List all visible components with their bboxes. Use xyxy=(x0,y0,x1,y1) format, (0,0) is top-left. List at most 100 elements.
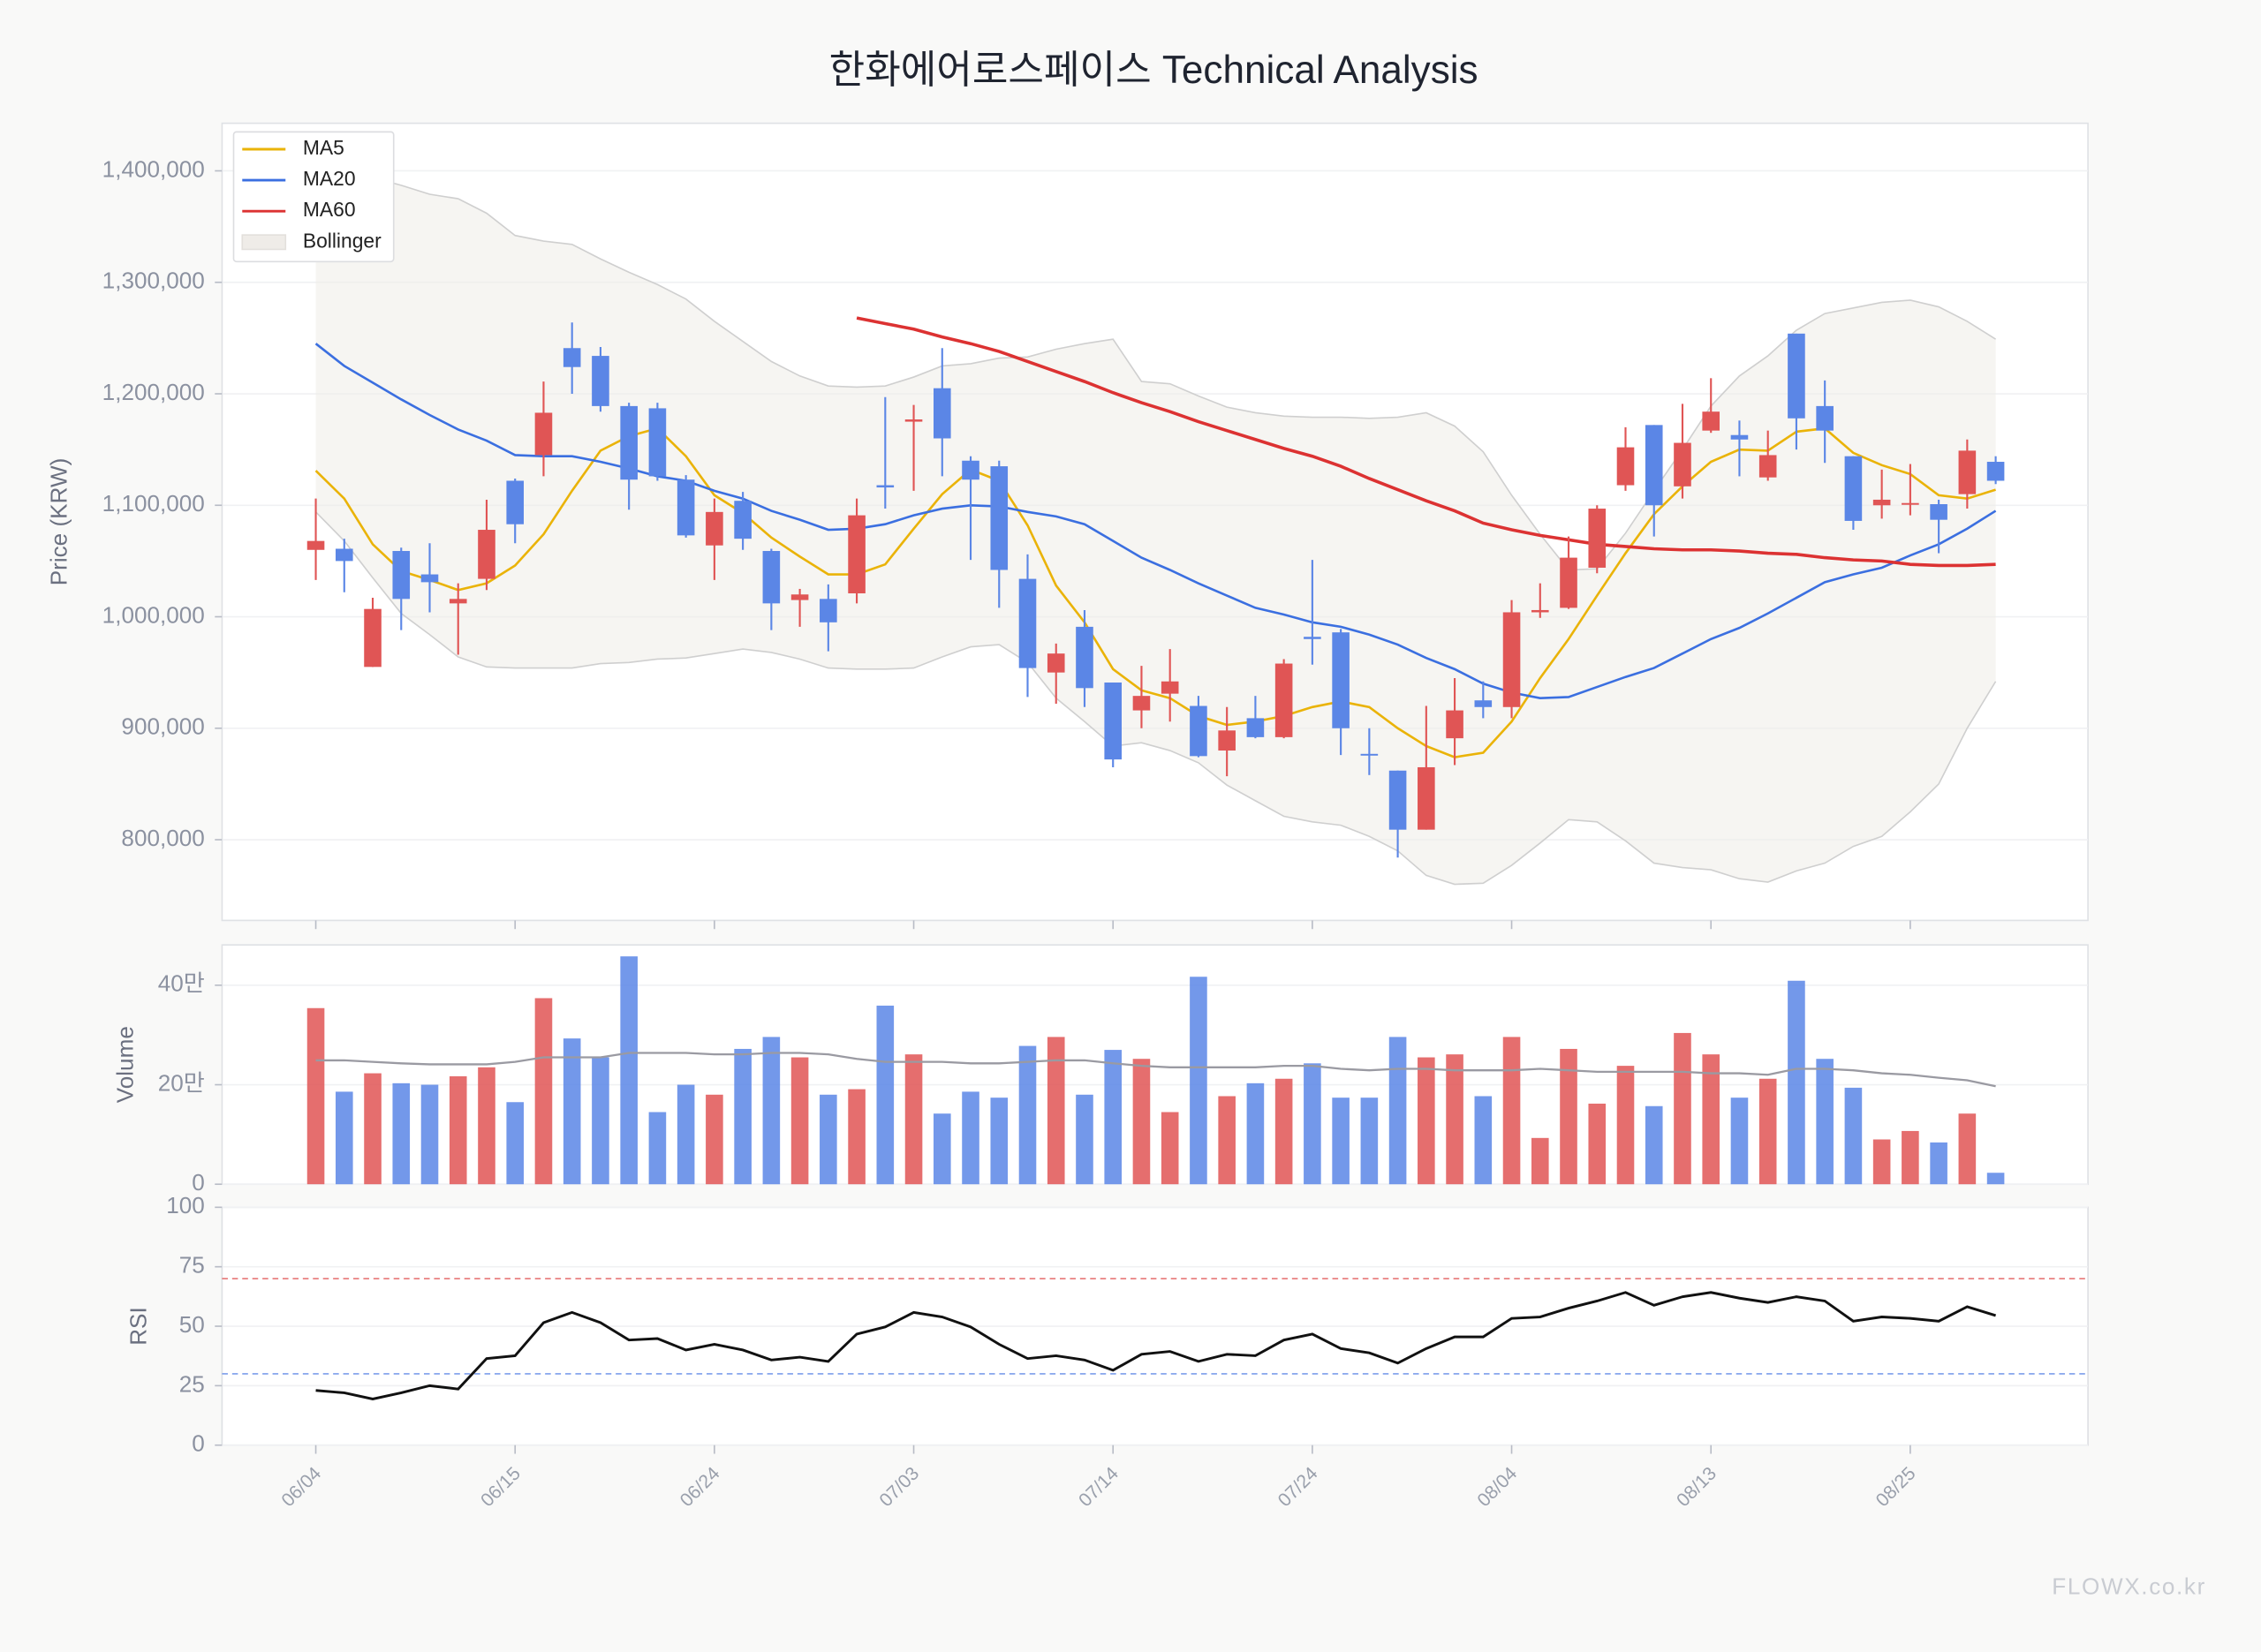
volume-bar xyxy=(620,956,638,1185)
panel xyxy=(221,944,2089,1186)
candle-body xyxy=(1360,753,1379,756)
volume-bar xyxy=(1702,1054,1720,1185)
candle-body xyxy=(1304,637,1321,639)
candle-body xyxy=(1674,442,1691,487)
rsi-line xyxy=(315,1291,1997,1400)
candle-body xyxy=(1474,700,1493,707)
ma-line xyxy=(856,316,1996,568)
volume-bar xyxy=(563,1038,581,1185)
candle-body xyxy=(820,599,837,622)
candle-body xyxy=(1047,653,1065,673)
candle-body xyxy=(1218,730,1236,751)
y-tick-label: 1,400,000 xyxy=(102,155,205,182)
candle-body xyxy=(1930,503,1947,520)
volume-bar xyxy=(848,1089,866,1185)
candle-body xyxy=(933,388,951,439)
volume-bar xyxy=(1218,1096,1236,1185)
volume-bar xyxy=(1986,1173,2005,1185)
volume-bar xyxy=(1758,1078,1777,1185)
volume-bar xyxy=(335,1091,353,1185)
candle-body xyxy=(677,479,695,536)
volume-bar xyxy=(820,1094,837,1185)
candle-body xyxy=(1332,632,1350,728)
candle-body xyxy=(1132,696,1151,711)
candle-body xyxy=(1588,509,1607,568)
volume-bar xyxy=(364,1073,382,1185)
candle-body xyxy=(1076,626,1093,689)
legend-label: Bollinger xyxy=(303,229,382,252)
candle-body xyxy=(1418,766,1435,830)
volume-bar xyxy=(762,1037,781,1185)
y-tick-label: 40만 xyxy=(158,970,205,997)
candle-body xyxy=(1018,578,1037,668)
candle-body xyxy=(1702,411,1720,431)
volume-bar xyxy=(1902,1130,1919,1185)
legend-box xyxy=(232,131,395,263)
volume-bar xyxy=(1730,1098,1749,1185)
y-tick-label: 1,200,000 xyxy=(102,379,205,405)
volume-bar xyxy=(1388,1037,1407,1185)
y-tick-label: 900,000 xyxy=(121,713,204,740)
volume-bar xyxy=(306,1007,325,1185)
candle-body xyxy=(1274,663,1293,737)
y-axis-label: RSI xyxy=(125,1307,151,1346)
volume-bar xyxy=(1674,1032,1691,1185)
volume-bar xyxy=(648,1112,667,1185)
volume-bar xyxy=(706,1094,723,1185)
candle-body xyxy=(1531,609,1549,613)
candle-body xyxy=(1958,450,1977,494)
volume-bar xyxy=(1616,1066,1635,1185)
volume-bar xyxy=(1588,1103,1607,1185)
ma-line xyxy=(314,343,1997,699)
legend-label: MA20 xyxy=(303,167,356,190)
candle-body xyxy=(1872,499,1891,506)
y-tick-label: 0 xyxy=(192,1430,205,1457)
volume-bar xyxy=(677,1084,695,1185)
candle-body xyxy=(449,599,467,604)
candle-body xyxy=(848,515,866,594)
candle-body xyxy=(734,501,752,539)
y-tick-label: 20만 xyxy=(158,1069,205,1096)
candle-body xyxy=(306,540,325,550)
volume-bar xyxy=(1161,1112,1179,1185)
candle-body xyxy=(592,356,609,406)
volume-bar xyxy=(534,998,553,1185)
volume-bar xyxy=(790,1057,809,1185)
volume-bar xyxy=(1246,1082,1265,1185)
volume-bar xyxy=(904,1054,923,1185)
bollinger-band xyxy=(315,174,1996,885)
candle-body xyxy=(1902,502,1919,505)
volume-bar xyxy=(734,1048,752,1185)
candle-body xyxy=(1645,425,1663,506)
volume-bar xyxy=(1190,977,1207,1185)
volume-bar xyxy=(1474,1096,1493,1185)
candle-body xyxy=(962,460,979,480)
candle-body xyxy=(762,551,781,604)
volume-bar xyxy=(1844,1087,1863,1185)
volume-bar xyxy=(933,1113,951,1185)
candle-body xyxy=(1758,455,1777,478)
y-tick-label: 25 xyxy=(179,1370,205,1397)
candle-body xyxy=(392,551,411,600)
volume-bar xyxy=(1816,1059,1834,1185)
volume-bar xyxy=(1360,1098,1379,1185)
y-axis-label: Volume xyxy=(112,1026,139,1103)
candle-body xyxy=(990,466,1009,570)
candle-body xyxy=(364,608,382,668)
volume-bar xyxy=(1502,1037,1521,1185)
volume-bar xyxy=(1930,1142,1947,1185)
candle-body xyxy=(1246,718,1265,737)
volume-bar xyxy=(1104,1050,1123,1185)
volume-bar xyxy=(1872,1139,1891,1185)
candle-body xyxy=(335,548,353,562)
candle-body xyxy=(1986,462,2005,481)
volume-bar xyxy=(592,1057,609,1185)
candle-body xyxy=(1560,557,1577,608)
volume-bar xyxy=(990,1098,1009,1185)
legend-label: MA5 xyxy=(303,136,344,159)
volume-bar xyxy=(1332,1098,1350,1185)
bollinger-lower xyxy=(314,511,1997,886)
candle-body xyxy=(1844,456,1863,521)
volume-bar xyxy=(449,1075,467,1185)
